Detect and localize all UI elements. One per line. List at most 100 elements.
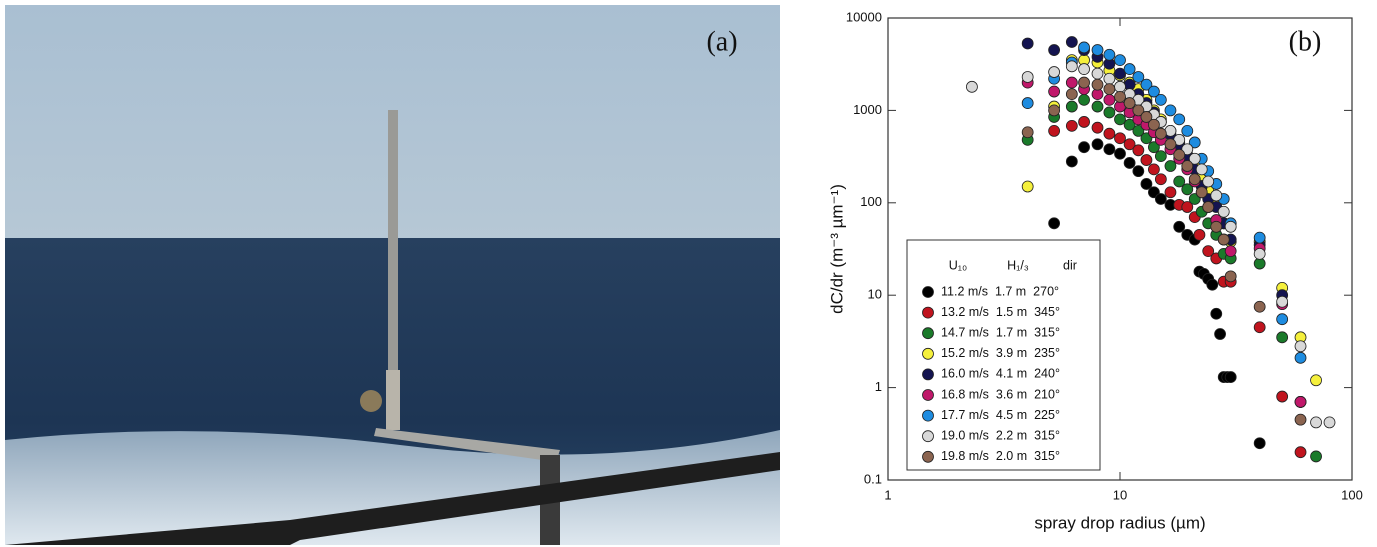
point [1154,93,1167,106]
x-tick-label: 1 [884,487,891,502]
point [1253,231,1266,244]
panel-label: (a) [706,26,737,57]
point [1114,67,1126,80]
point [1181,124,1194,137]
point [1148,163,1160,176]
point [1253,321,1266,334]
point [1210,189,1223,202]
point [1065,76,1078,89]
point [1202,245,1215,258]
legend-label: 16.8 m/s 3.6 m 210° [941,387,1060,401]
legend-marker [922,306,934,319]
point [1065,60,1078,73]
point [1123,63,1136,75]
point [1091,138,1104,151]
legend-title: H₁/₃ [1007,258,1029,272]
point [1021,126,1034,139]
point [1148,85,1160,98]
point [1123,118,1136,131]
x-axis-label: spray drop radius (µm) [1034,513,1205,532]
legend-label: 19.0 m/s 2.2 m 315° [941,428,1060,442]
y-tick-label: 10 [868,287,882,302]
point [1294,446,1307,459]
point [1173,148,1186,161]
point [1224,220,1237,233]
point [1164,186,1177,199]
point [1065,155,1078,168]
point [1078,41,1090,54]
legend-label: 13.2 m/s 1.5 m 345° [941,305,1060,319]
point [1140,154,1153,166]
point [1154,173,1167,186]
point [1310,374,1322,387]
point [1294,413,1307,426]
point [1154,127,1167,140]
legend-label: 16.0 m/s 4.1 m 240° [941,367,1060,381]
point [1206,278,1219,291]
point [1148,141,1160,154]
legend-marker [922,347,934,360]
legend-label: 14.7 m/s 1.7 m 315° [941,325,1060,339]
legend-title: U₁₀ [949,258,967,272]
point [1276,390,1289,403]
point [1114,132,1126,145]
point [1123,138,1136,151]
point [1214,328,1226,340]
legend-marker [922,327,934,340]
point [1103,72,1116,85]
point [1103,106,1116,119]
point [1132,165,1145,178]
point [966,80,978,93]
y-tick-label: 0.1 [864,471,882,486]
point [1253,437,1266,450]
legend-marker [922,430,934,443]
point [1140,178,1153,190]
point [1065,119,1078,132]
point [1217,205,1230,218]
photo: (a) [5,5,780,545]
point [1173,175,1186,188]
panel-label: (b) [1289,26,1322,57]
point [1091,121,1104,134]
point [1202,201,1215,213]
point [1140,111,1153,123]
point [1078,76,1090,89]
point [1065,36,1078,48]
point [1310,416,1322,429]
point [1181,201,1194,213]
point [1294,351,1307,364]
point [1188,173,1201,186]
point [1310,450,1322,463]
point [1078,93,1090,106]
legend-title: dir [1063,258,1077,272]
point [1078,116,1090,128]
point [1114,90,1126,103]
point [1103,143,1116,156]
point [1294,396,1307,408]
point [1048,66,1061,78]
point [1148,118,1160,131]
point [1091,67,1104,80]
point [1253,247,1266,260]
point [1276,295,1289,308]
x-tick-label: 10 [1113,487,1127,502]
point [1154,150,1167,163]
y-tick-label: 1000 [853,102,882,117]
legend-marker [922,409,934,422]
point [1021,71,1034,83]
point [1048,124,1061,137]
legend-label: 15.2 m/s 3.9 m 235° [941,346,1060,360]
point [1091,78,1104,91]
point [1132,71,1145,83]
point [1193,228,1206,241]
point [1140,78,1153,91]
point [1164,138,1177,151]
point [1114,80,1126,93]
point [1123,157,1136,169]
point [1276,313,1289,326]
point [1181,143,1194,156]
point [1114,147,1126,160]
point [1164,104,1177,117]
point [1154,193,1167,205]
point [1195,186,1208,199]
